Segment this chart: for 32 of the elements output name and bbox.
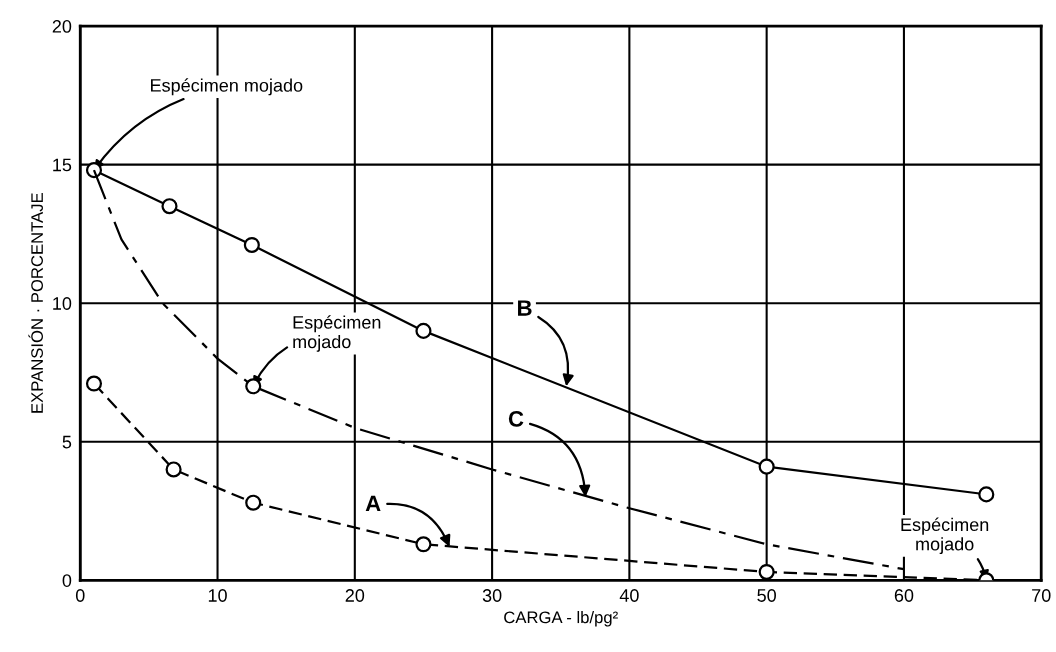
point bbox=[415, 536, 432, 553]
annotation: Espécimen mojado bbox=[293, 315, 381, 352]
annotation: B bbox=[518, 300, 532, 316]
point bbox=[165, 461, 182, 478]
point bbox=[245, 494, 262, 511]
x-tick-label: 60 bbox=[894, 589, 914, 602]
point bbox=[978, 486, 995, 503]
y-tick-label: 0 bbox=[62, 574, 72, 587]
annotation: A bbox=[365, 495, 381, 512]
point bbox=[161, 198, 178, 215]
annotation: C bbox=[508, 410, 524, 427]
point bbox=[415, 322, 432, 339]
x-tick-label: 70 bbox=[1032, 589, 1051, 602]
y-tick-label: 5 bbox=[62, 435, 72, 449]
annotation: Espécimen mojado bbox=[901, 517, 989, 555]
y-axis-title: EXPANSIÓN · PORCENTAJE bbox=[28, 193, 43, 413]
y-tick-label: 15 bbox=[53, 158, 72, 172]
point bbox=[758, 563, 775, 581]
annotation: Espécimen mojado bbox=[151, 78, 303, 96]
x-tick-label: 0 bbox=[75, 589, 85, 602]
y-tick-label: 20 bbox=[52, 20, 72, 33]
x-tick-label: 20 bbox=[345, 589, 365, 602]
x-tick-label: 10 bbox=[208, 589, 227, 602]
point bbox=[245, 378, 262, 395]
x-axis-title: CARGA - lb/pg² bbox=[504, 611, 618, 627]
point bbox=[85, 375, 103, 392]
x-tick-label: 30 bbox=[482, 589, 502, 602]
point bbox=[758, 458, 775, 475]
y-tick-label: 10 bbox=[53, 297, 72, 310]
point bbox=[243, 236, 260, 254]
x-tick-label: 40 bbox=[619, 589, 639, 602]
x-tick-label: 50 bbox=[757, 589, 776, 602]
